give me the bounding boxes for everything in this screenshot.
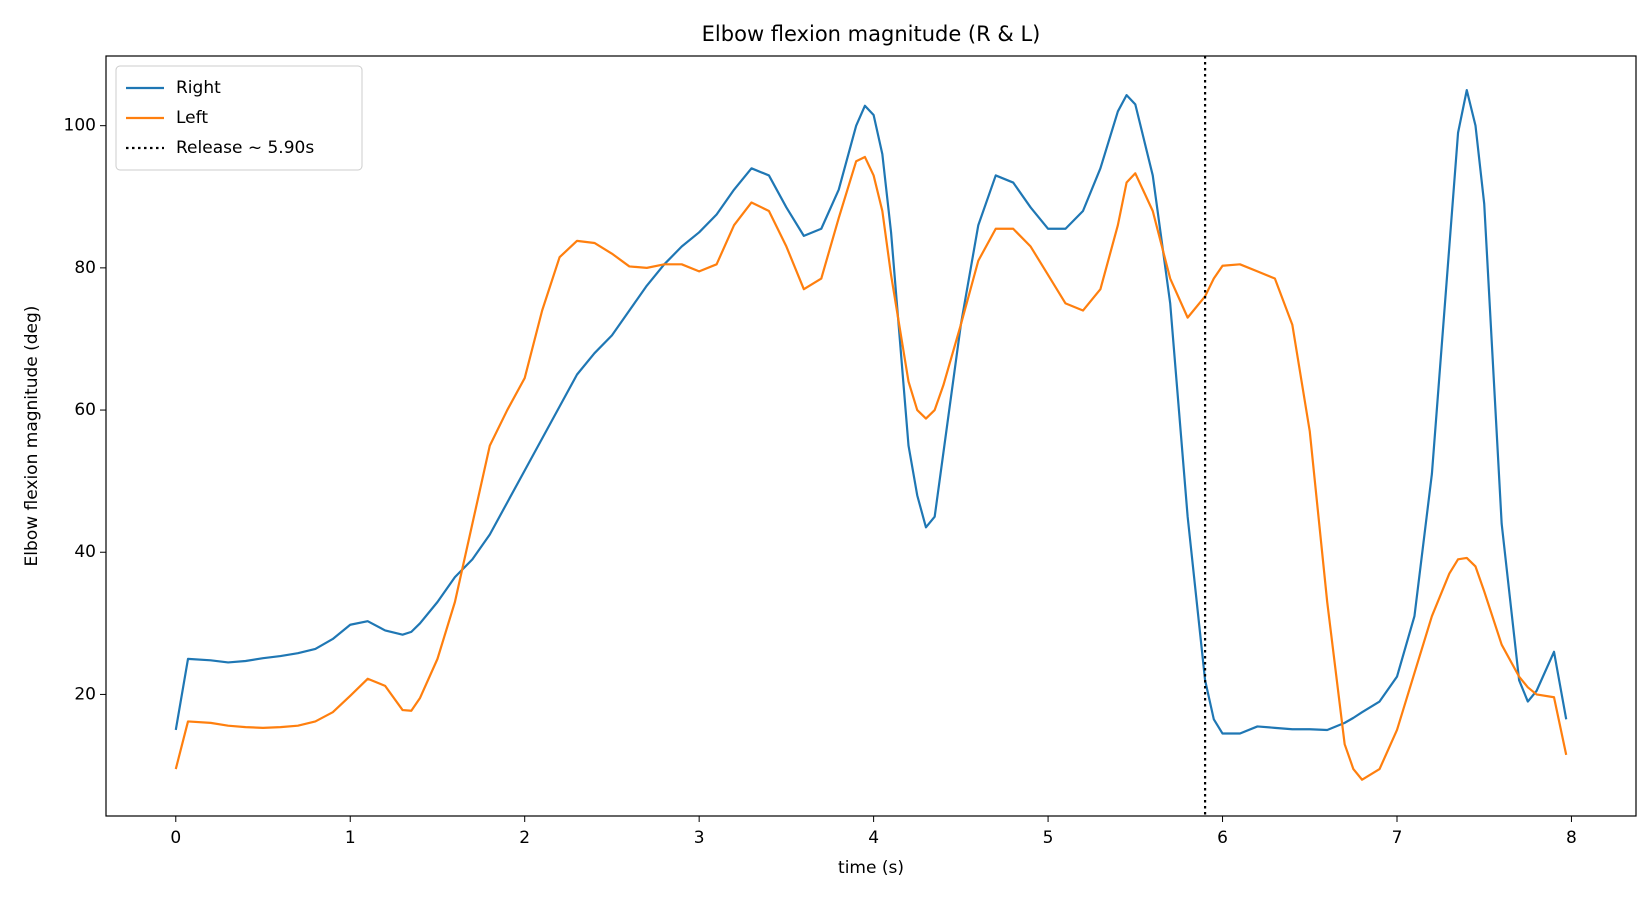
x-tick-label: 3	[694, 828, 705, 848]
x-tick-label: 6	[1217, 828, 1228, 848]
y-tick-label: 80	[74, 258, 96, 278]
y-tick-label: 40	[74, 542, 96, 562]
x-tick-label: 8	[1566, 828, 1577, 848]
series-line	[174, 89, 1568, 735]
y-axis-label: Elbow flexion magnitude (deg)	[22, 306, 42, 567]
x-tick-label: 7	[1392, 828, 1403, 848]
x-tick-label: 2	[519, 828, 530, 848]
legend-label: Release ~ 5.90s	[176, 138, 314, 158]
y-tick-label: 60	[74, 400, 96, 420]
legend-box	[115, 65, 363, 171]
legend-label: Left	[176, 108, 208, 128]
plot-frame	[105, 55, 1637, 817]
x-tick-label: 0	[170, 828, 181, 848]
x-tick-label: 1	[345, 828, 356, 848]
legend-label: Right	[176, 78, 221, 98]
x-axis-label: time (s)	[838, 858, 904, 878]
series-line	[174, 155, 1568, 781]
y-tick-label: 20	[74, 684, 96, 704]
y-tick-label: 100	[64, 116, 96, 136]
x-tick-label: 5	[1043, 828, 1054, 848]
x-tick-label: 4	[868, 828, 879, 848]
chart-title: Elbow flexion magnitude (R & L)	[702, 22, 1041, 46]
